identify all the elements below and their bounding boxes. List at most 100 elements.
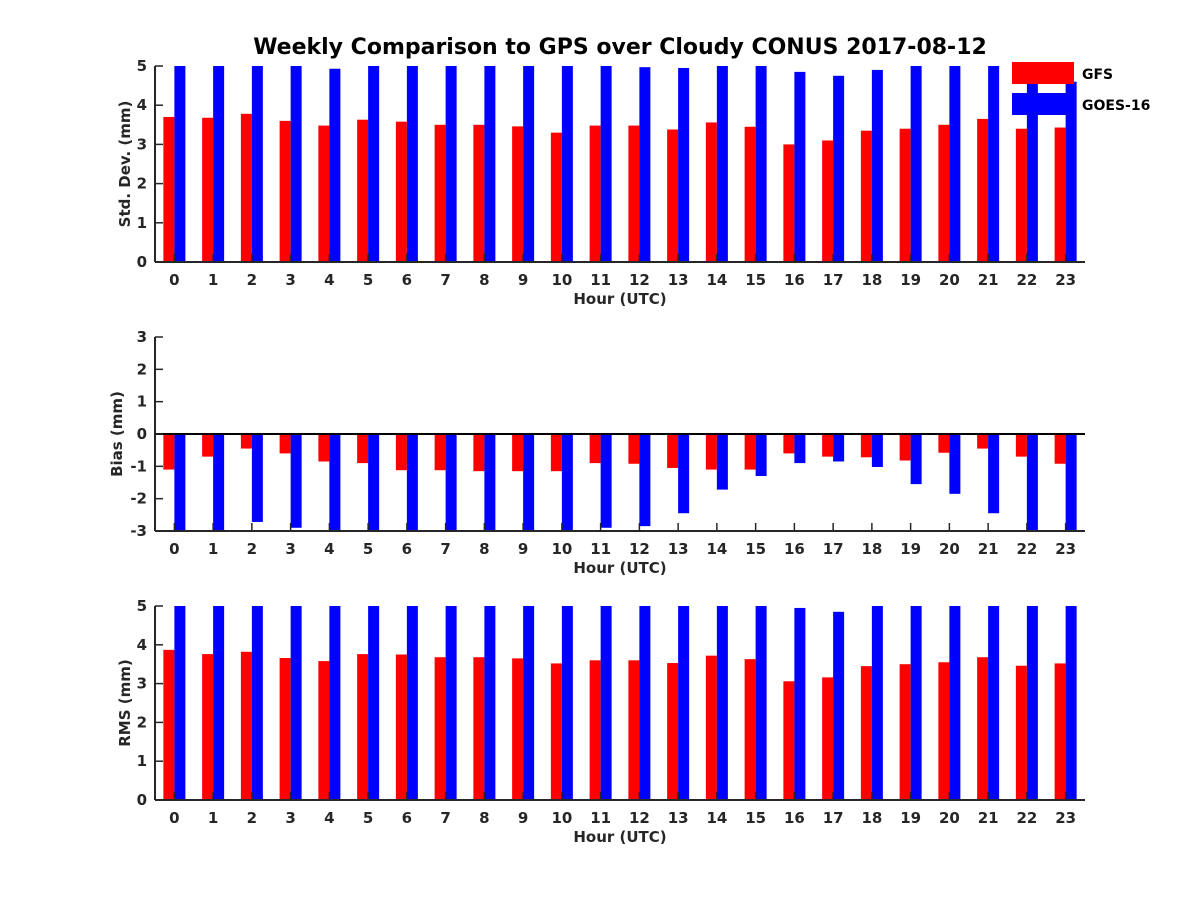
bias-bar-goes-16-3	[290, 434, 302, 528]
stddev-bar-goes-16-13	[678, 67, 690, 263]
bias-bar-goes-16-4	[329, 434, 341, 531]
bias-bar-gfs-8	[473, 434, 485, 472]
stddev-x-axis-label: Hour (UTC)	[573, 290, 666, 308]
rms-x-axis-label: Hour (UTC)	[573, 828, 666, 846]
bias-x-tick-label: 17	[823, 540, 844, 558]
bias-bar-gfs-14	[705, 434, 717, 470]
stddev-y-axis-label: Std. Dev. (mm)	[116, 101, 134, 228]
rms-y-tick-label: 4	[137, 636, 147, 654]
bias-bar-gfs-21	[977, 434, 989, 449]
bias-x-tick-label: 3	[285, 540, 295, 558]
rms-bar-gfs-20	[938, 662, 950, 800]
stddev-x-tick-label: 23	[1055, 271, 1076, 289]
stddev-x-tick-label: 18	[861, 271, 882, 289]
stddev-bar-gfs-14	[705, 122, 717, 262]
stddev-bar-gfs-5	[357, 119, 369, 262]
rms-bar-gfs-7	[434, 657, 446, 800]
rms-x-tick-label: 21	[978, 809, 999, 827]
bias-y-tick-label: 0	[137, 425, 147, 443]
rms-bar-goes-16-0	[174, 606, 186, 800]
stddev-bar-goes-16-15	[755, 66, 767, 262]
bias-x-tick-label: 9	[518, 540, 528, 558]
stddev-x-tick-label: 0	[169, 271, 179, 289]
stddev-bar-goes-16-12	[639, 67, 651, 263]
stddev-x-tick-label: 9	[518, 271, 528, 289]
rms-bar-gfs-8	[473, 657, 485, 800]
rms-x-tick-label: 6	[402, 809, 412, 827]
bias-bar-gfs-1	[202, 434, 214, 457]
stddev-y-tick-label: 1	[137, 214, 147, 232]
bias-x-tick-label: 8	[479, 540, 489, 558]
bias-x-tick-label: 23	[1055, 540, 1076, 558]
bias-bar-gfs-22	[1015, 434, 1027, 457]
rms-bar-gfs-0	[163, 649, 175, 800]
rms-x-tick-label: 5	[363, 809, 373, 827]
rms-y-axis-label: RMS (mm)	[116, 659, 134, 746]
rms-bar-gfs-23	[1054, 663, 1066, 800]
bias-bar-gfs-7	[434, 434, 446, 471]
rms-bar-goes-16-12	[639, 606, 651, 800]
stddev-bar-goes-16-4	[329, 68, 341, 263]
rms-bar-gfs-11	[589, 660, 601, 800]
rms-x-tick-label: 13	[668, 809, 689, 827]
rms-y-tick-label: 0	[137, 791, 147, 809]
chart-title: Weekly Comparison to GPS over Cloudy CON…	[253, 35, 987, 60]
stddev-x-tick-label: 22	[1016, 271, 1037, 289]
rms-x-tick-label: 16	[784, 809, 805, 827]
rms-x-tick-label: 18	[861, 809, 882, 827]
rms-y-tick-label: 1	[137, 752, 147, 770]
stddev-y-tick-label: 2	[137, 175, 147, 193]
chart-legend: GFS GOES-16	[1012, 62, 1150, 115]
bias-bar-gfs-6	[395, 434, 407, 471]
stddev-y-tick-label: 4	[137, 96, 147, 114]
bias-bar-goes-16-22	[1026, 434, 1038, 531]
rms-bar-goes-16-14	[716, 606, 728, 800]
bias-bar-goes-16-23	[1065, 434, 1077, 531]
legend-swatch-gfs	[1012, 62, 1074, 84]
bias-bar-goes-16-7	[445, 434, 457, 531]
bias-bar-goes-16-6	[406, 434, 418, 531]
rms-y-tick-label: 5	[137, 597, 147, 615]
stddev-x-tick-label: 16	[784, 271, 805, 289]
stddev-bar-gfs-0	[163, 116, 175, 263]
stddev-bar-goes-16-20	[949, 66, 961, 262]
rms-bar-goes-16-6	[406, 606, 418, 800]
rms-bar-gfs-2	[240, 651, 252, 800]
bias-y-tick-label: 2	[137, 360, 147, 378]
stddev-x-tick-label: 17	[823, 271, 844, 289]
rms-bar-gfs-19	[899, 664, 911, 800]
bias-x-tick-label: 22	[1016, 540, 1037, 558]
rms-bar-goes-16-20	[949, 606, 961, 800]
bias-bar-gfs-2	[240, 434, 252, 449]
stddev-bar-goes-16-9	[523, 66, 535, 262]
stddev-y-tick-label: 0	[137, 253, 147, 271]
bias-x-tick-label: 12	[629, 540, 650, 558]
rms-bar-goes-16-23	[1065, 606, 1077, 800]
bias-x-tick-label: 1	[208, 540, 218, 558]
bias-x-tick-label: 13	[668, 540, 689, 558]
bias-y-tick-label: -2	[130, 490, 147, 508]
stddev-bar-gfs-6	[395, 121, 407, 262]
bias-bar-gfs-12	[628, 434, 640, 464]
bias-bar-goes-16-5	[368, 434, 380, 531]
rms-x-tick-label: 11	[590, 809, 611, 827]
rms-x-tick-label: 3	[285, 809, 295, 827]
stddev-bar-gfs-21	[977, 118, 989, 262]
rms-bar-goes-16-1	[213, 606, 225, 800]
rms-x-tick-label: 22	[1016, 809, 1037, 827]
bias-y-tick-label: -3	[130, 522, 147, 540]
bias-bar-goes-16-14	[716, 434, 728, 490]
rms-bar-gfs-16	[783, 681, 795, 800]
rms-x-tick-label: 14	[706, 809, 727, 827]
rms-bar-goes-16-18	[871, 606, 883, 800]
rms-bar-gfs-13	[667, 663, 679, 800]
stddev-x-tick-label: 14	[706, 271, 727, 289]
rms-bar-goes-16-8	[484, 606, 496, 800]
rms-x-tick-label: 15	[745, 809, 766, 827]
bias-x-tick-label: 10	[551, 540, 572, 558]
rms-x-tick-label: 20	[939, 809, 960, 827]
stddev-bar-gfs-2	[240, 113, 252, 262]
stddev-x-tick-label: 20	[939, 271, 960, 289]
stddev-bar-gfs-20	[938, 124, 950, 262]
